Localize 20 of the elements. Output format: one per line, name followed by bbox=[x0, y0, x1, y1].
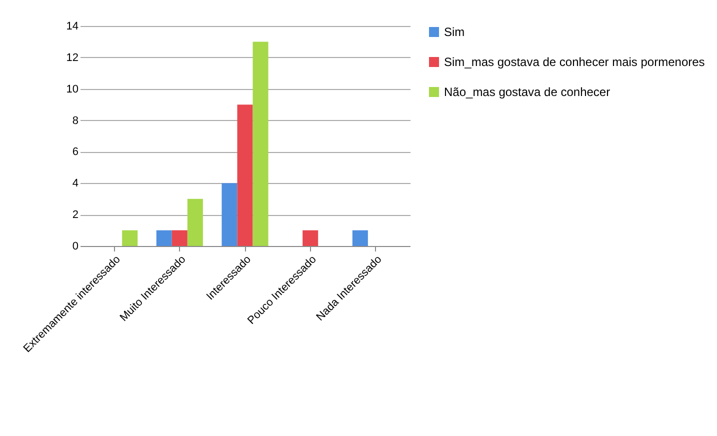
y-tick-label: 4 bbox=[72, 178, 78, 190]
y-tick-label: 2 bbox=[72, 209, 78, 222]
legend-label: Sim_mas gostava de conhecer mais pormenores bbox=[444, 55, 705, 69]
bar bbox=[352, 230, 368, 246]
bar bbox=[237, 104, 253, 246]
y-tick-label: 0 bbox=[72, 240, 78, 252]
legend-label: Não_mas gostava de conhecer bbox=[444, 85, 610, 99]
bar bbox=[302, 230, 318, 246]
y-tick-label: 12 bbox=[66, 52, 78, 64]
bar bbox=[156, 230, 172, 246]
bar bbox=[252, 42, 268, 246]
y-tick-label: 10 bbox=[66, 83, 78, 96]
bar bbox=[172, 230, 188, 246]
bar bbox=[122, 230, 138, 246]
bar bbox=[222, 183, 238, 246]
legend-label: Sim bbox=[444, 25, 465, 39]
y-tick-label: 14 bbox=[66, 20, 78, 32]
y-tick-label: 6 bbox=[72, 146, 78, 158]
bar bbox=[187, 198, 203, 246]
y-tick-label: 8 bbox=[72, 114, 78, 127]
